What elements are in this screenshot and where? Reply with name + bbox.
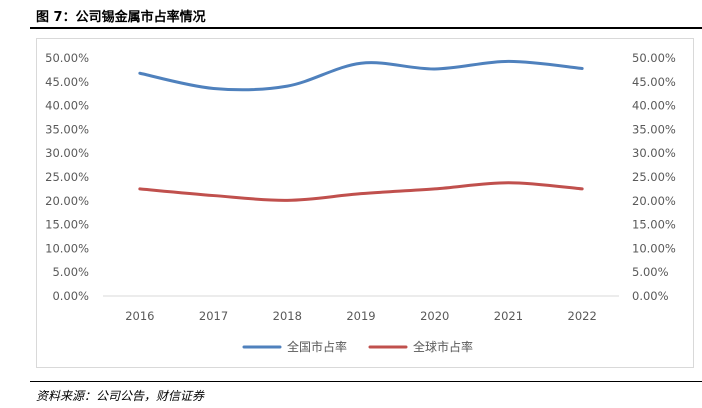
y2-tick-label: 5.00% — [632, 265, 669, 279]
x-tick-label: 2021 — [494, 309, 523, 323]
y2-tick-label: 50.00% — [632, 51, 676, 65]
y2-tick-label: 40.00% — [632, 99, 676, 113]
x-tick-label: 2016 — [125, 309, 154, 323]
x-axis: 2016 2017 2018 2019 2020 2021 2022 — [103, 295, 619, 323]
bottom-rule — [30, 381, 702, 382]
y-tick-label: 35.00% — [45, 122, 89, 136]
y2-tick-label: 35.00% — [632, 122, 676, 136]
y-axis-left: 0.00% 5.00% 10.00% 15.00% 20.00% 25.00% 30.00%… — [45, 51, 89, 303]
y-tick-label: 45.00% — [45, 75, 89, 89]
y2-tick-label: 10.00% — [632, 241, 676, 255]
y2-tick-label: 25.00% — [632, 170, 676, 184]
figure-header: 图 7：公司锡金属市占率情况 — [0, 0, 702, 28]
y-tick-label: 40.00% — [45, 99, 89, 113]
source-note: 资料来源：公司公告，财信证券 — [36, 389, 205, 403]
y-tick-label: 20.00% — [45, 194, 89, 208]
legend-label-2: 全球市占率 — [413, 339, 473, 354]
y-axis-right: 0.00% 5.00% 10.00% 15.00% 20.00% 25.00% 30.00%… — [632, 51, 676, 303]
y2-tick-label: 0.00% — [632, 289, 669, 303]
x-tick-label: 2019 — [346, 309, 375, 323]
y-tick-label: 50.00% — [45, 51, 89, 65]
x-tick-label: 2017 — [199, 309, 228, 323]
y2-tick-label: 20.00% — [632, 194, 676, 208]
y-tick-label: 5.00% — [52, 265, 89, 279]
y2-tick-label: 45.00% — [632, 75, 676, 89]
series-layer — [138, 59, 584, 202]
figure-title: 图 7：公司锡金属市占率情况 — [36, 10, 206, 25]
series-line-1 — [138, 59, 584, 92]
y-tick-label: 25.00% — [45, 170, 89, 184]
y2-tick-label: 15.00% — [632, 218, 676, 232]
top-rule — [30, 27, 702, 29]
chart-frame — [36, 38, 694, 368]
y-tick-label: 15.00% — [45, 218, 89, 232]
y-tick-label: 0.00% — [52, 289, 89, 303]
y2-tick-label: 30.00% — [632, 146, 676, 160]
y-tick-label: 10.00% — [45, 241, 89, 255]
legend: 全国市占率 全球市占率 — [242, 339, 473, 354]
x-tick-label: 2022 — [568, 309, 597, 323]
legend-label-1: 全国市占率 — [287, 339, 347, 354]
series-line-2 — [138, 181, 584, 202]
x-tick-label: 2018 — [273, 309, 302, 323]
y-tick-label: 30.00% — [45, 146, 89, 160]
x-tick-label: 2020 — [420, 309, 449, 323]
